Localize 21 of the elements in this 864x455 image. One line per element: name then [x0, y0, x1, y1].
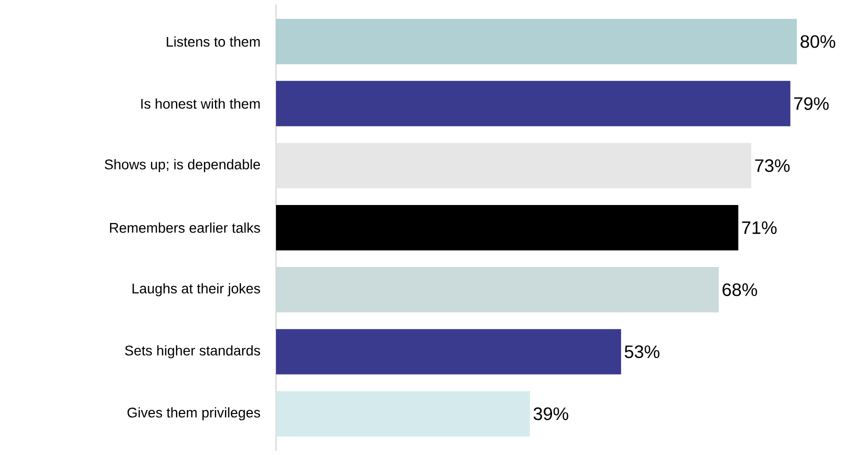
- y-tick-label: Sets higher standards: [125, 345, 260, 358]
- data-label: 80%: [800, 35, 836, 48]
- y-tick-label: Gives them privileges: [128, 407, 260, 420]
- data-label: 53%: [624, 345, 660, 358]
- bar: [276, 267, 719, 312]
- data-label: 39%: [534, 407, 568, 420]
- data-label: 71%: [742, 221, 777, 234]
- y-tick-label: Remembers earlier talks: [110, 222, 260, 233]
- bar: [276, 80, 790, 126]
- y-tick-label: Laughs at their jokes: [132, 283, 260, 296]
- y-tick-label: Shows up; is dependable: [104, 159, 260, 172]
- data-label: 73%: [755, 159, 790, 172]
- data-label: 79%: [794, 97, 829, 110]
- bar: [276, 18, 797, 64]
- bar: [276, 205, 738, 250]
- data-label: 68%: [722, 283, 758, 296]
- bar: [276, 391, 530, 436]
- y-tick-label: Is honest with them: [141, 98, 260, 109]
- bar: [276, 329, 622, 374]
- bar: [276, 142, 752, 188]
- y-tick-label: Listens to them: [166, 36, 260, 47]
